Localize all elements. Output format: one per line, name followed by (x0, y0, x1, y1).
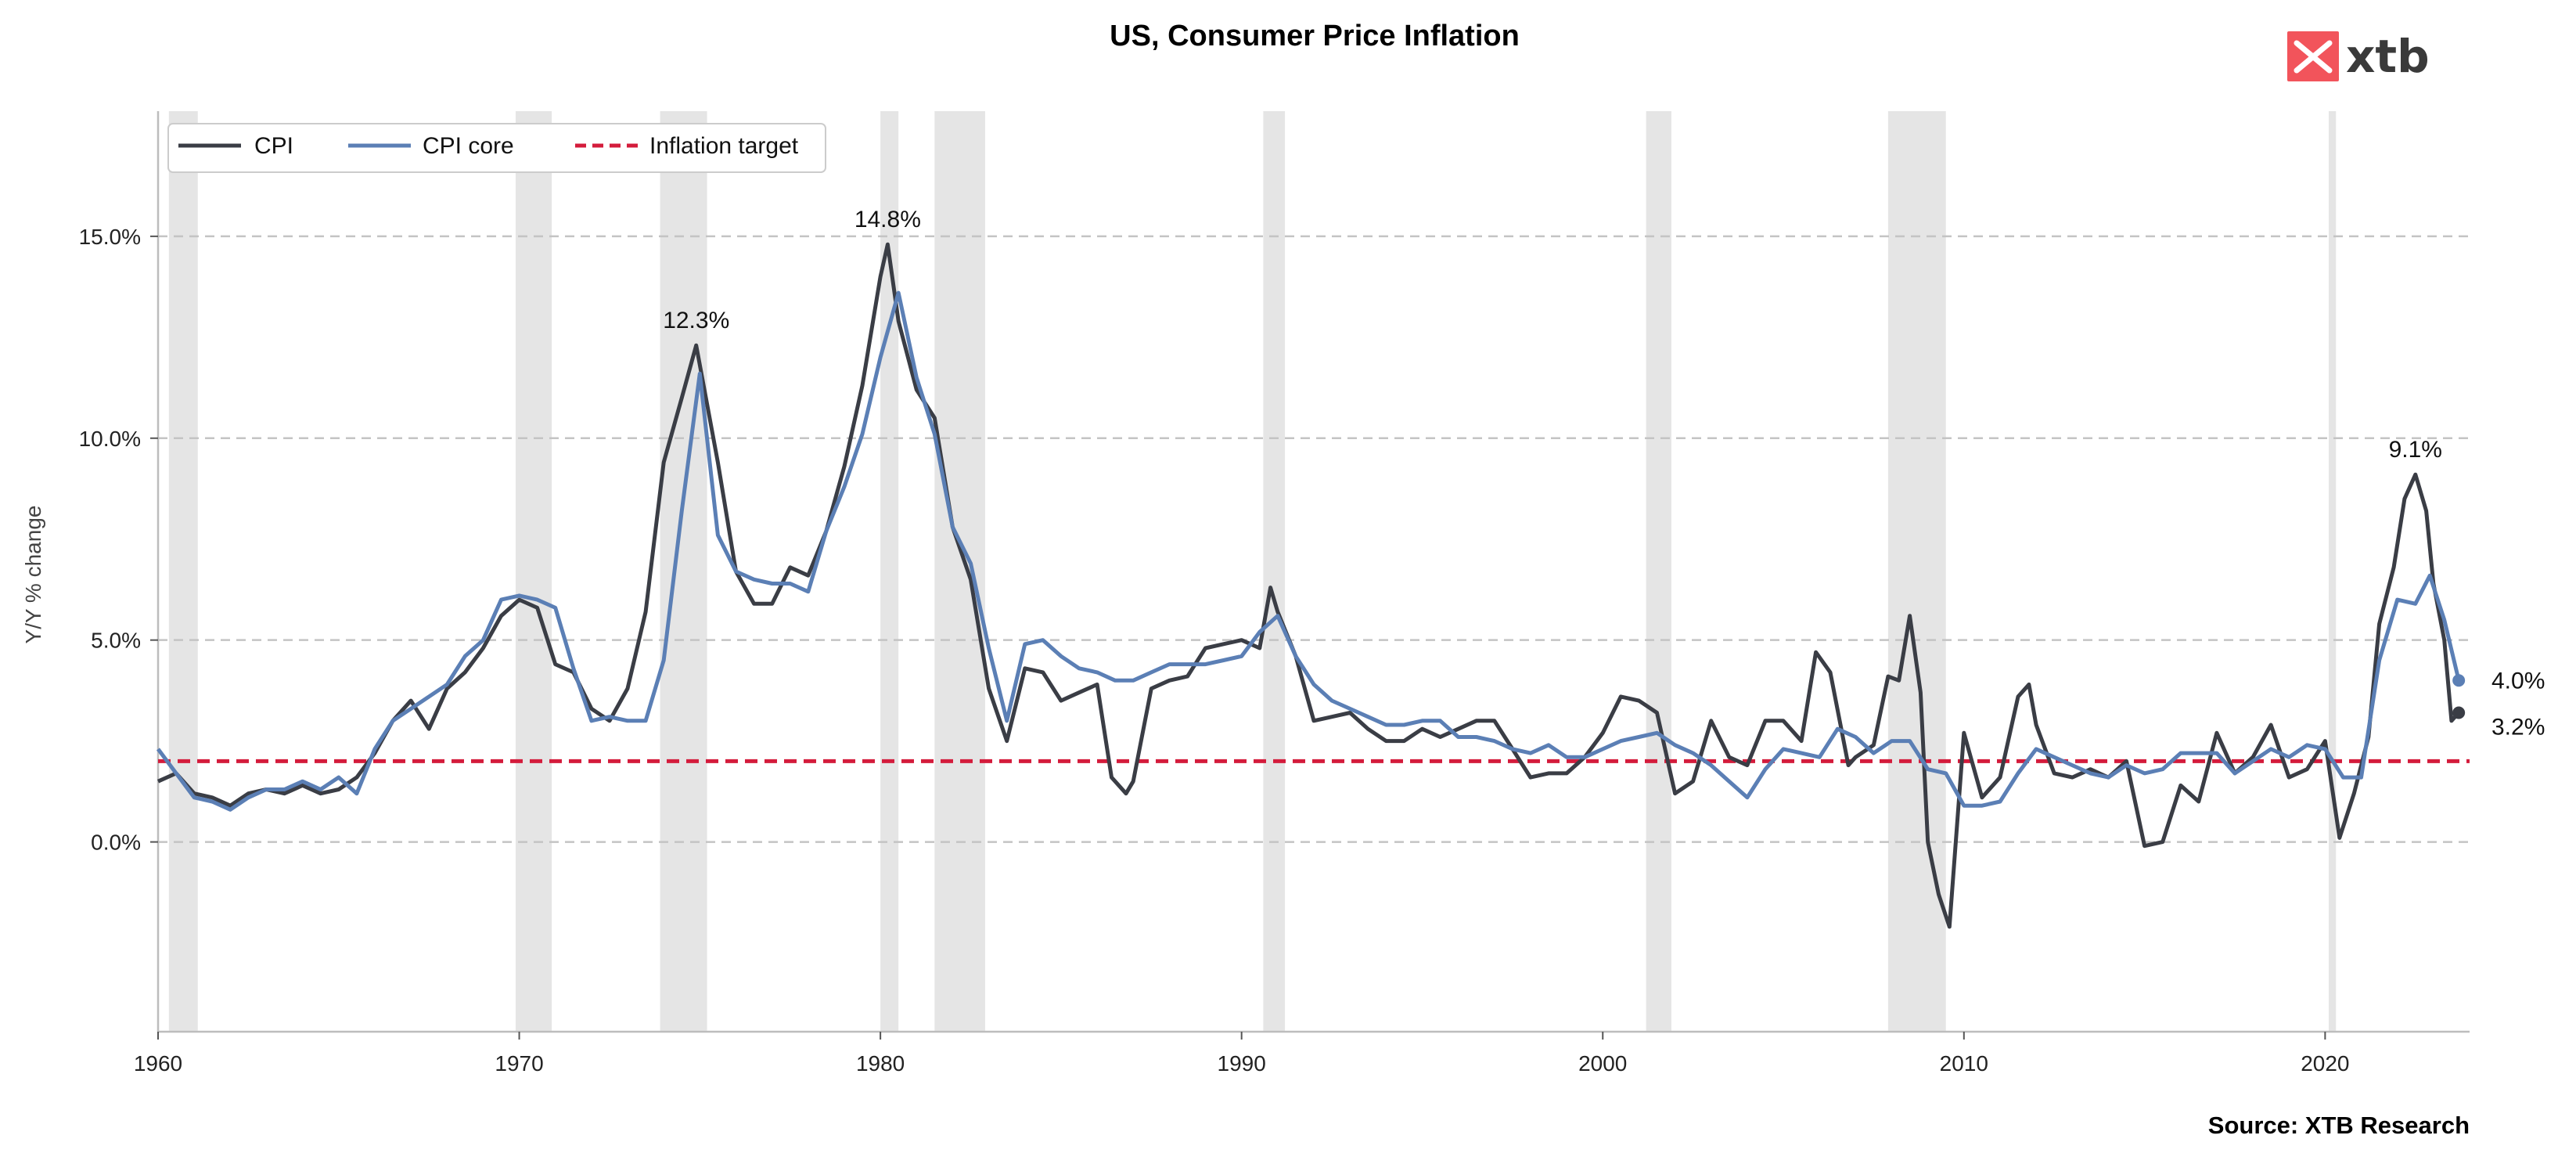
y-tick-label: 5.0% (91, 629, 141, 653)
series-lines (156, 242, 2470, 929)
peak-annotation: 12.3% (663, 308, 729, 333)
y-grid (158, 235, 2470, 843)
end-value-label: 3.2% (2491, 715, 2545, 741)
recession-band (934, 111, 985, 1032)
cpi-end-dot (2452, 706, 2466, 719)
recession-band (515, 111, 552, 1032)
x-tick-labels: 1960 1970 1980 1990 2000 2010 2020 (134, 1032, 2350, 1076)
y-tick-label: 15.0% (79, 225, 141, 249)
x-tick-label: 1980 (856, 1051, 905, 1076)
legend-frame (167, 123, 826, 173)
end-value-labels: 4.0% 3.2% (2491, 668, 2545, 740)
y-tick-labels: 0.0% 5.0% 10.0% 15.0% (79, 225, 158, 855)
axes (157, 111, 2470, 1033)
recession-bands (168, 111, 2337, 1032)
peak-annotation: 14.8% (854, 207, 921, 232)
y-tick-label: 0.0% (91, 831, 141, 855)
legend-label-cpi: CPI (254, 133, 293, 159)
legend: CPI CPI core Inflation target (167, 123, 826, 173)
peak-annotation: 9.1% (2389, 437, 2442, 463)
recession-band (168, 111, 198, 1032)
x-tick-label: 2020 (2301, 1051, 2349, 1076)
end-value-label: 4.0% (2491, 668, 2545, 694)
x-tick-label: 2000 (1578, 1051, 1627, 1076)
x-tick-label: 1970 (495, 1051, 543, 1076)
chart-title: US, Consumer Price Inflation (1110, 20, 1520, 52)
source-note: Source: XTB Research (2208, 1112, 2470, 1139)
x-tick-label: 2010 (1940, 1051, 1988, 1076)
y-tick-label: 10.0% (79, 427, 141, 451)
recession-band (2328, 111, 2337, 1032)
peak-annotations: 12.3% 14.8% 9.1% (663, 207, 2442, 463)
legend-label-inflation-target: Inflation target (649, 133, 799, 159)
legend-label-cpi-core: CPI core (423, 133, 514, 159)
x-tick-label: 1990 (1218, 1051, 1266, 1076)
cpi-core-end-dot (2452, 674, 2466, 687)
x-tick-label: 1960 (134, 1051, 182, 1076)
recession-band (1263, 111, 1286, 1032)
recession-band (660, 111, 707, 1032)
xtb-logo: xtb (2287, 30, 2430, 83)
cpi-core-line (156, 290, 2461, 812)
xtb-logo-text: xtb (2346, 30, 2430, 83)
y-axis-label: Y/Y % change (21, 506, 45, 644)
cpi-line (157, 242, 2461, 929)
recession-band (1646, 111, 1671, 1032)
